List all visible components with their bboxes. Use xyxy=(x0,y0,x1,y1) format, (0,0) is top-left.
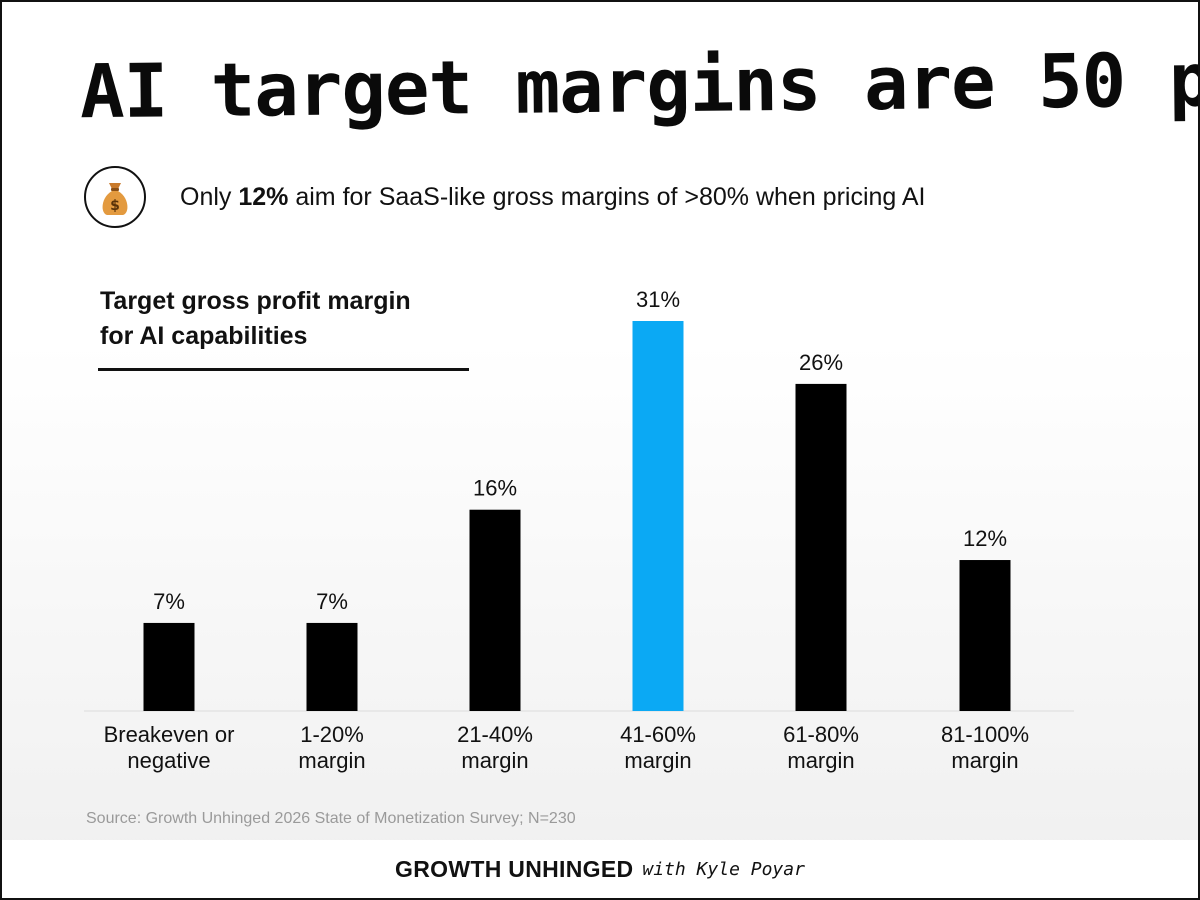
bar-chart: 7%Breakeven ornegative7%1-20%margin16%21… xyxy=(84,287,1074,773)
category-label-3-line-0: 41-60% xyxy=(620,722,696,747)
chart-title-line-2: for AI capabilities xyxy=(100,322,308,350)
bar-2 xyxy=(469,509,521,711)
category-label-2-line-1: margin xyxy=(461,748,528,773)
category-label-1-line-0: 1-20% xyxy=(300,722,364,747)
chart-title-underline xyxy=(98,368,469,371)
money-bag-icon: $ xyxy=(84,166,146,228)
category-label-5-line-0: 81-100% xyxy=(941,722,1029,747)
value-label-4: 26% xyxy=(799,350,843,375)
subtitle-prefix: Only xyxy=(180,182,239,211)
value-label-1: 7% xyxy=(316,589,348,614)
bar-4 xyxy=(795,383,847,711)
subtitle-suffix: aim for SaaS-like gross margins of >80% … xyxy=(288,182,926,211)
chart-title: Target gross profit margin for AI capabi… xyxy=(100,284,411,354)
category-label-1-line-1: margin xyxy=(298,748,365,773)
subtitle-row: $ Only 12% aim for SaaS-like gross margi… xyxy=(84,166,926,228)
svg-text:$: $ xyxy=(110,198,120,214)
category-label-0-line-0: Breakeven or xyxy=(104,722,235,747)
footer-brand: GROWTH UNHINGED xyxy=(395,855,634,882)
money-bag-icon-graphic: $ xyxy=(102,183,128,215)
category-label-4-line-0: 61-80% xyxy=(783,722,859,747)
value-label-2: 16% xyxy=(473,476,517,501)
bar-3 xyxy=(632,321,684,711)
chart-title-line-1: Target gross profit margin xyxy=(100,287,411,315)
category-label-0-line-1: negative xyxy=(127,748,210,773)
value-label-0: 7% xyxy=(153,589,185,614)
category-label-4-line-1: margin xyxy=(787,748,854,773)
category-label-3-line-1: margin xyxy=(624,748,691,773)
source-note: Source: Growth Unhinged 2026 State of Mo… xyxy=(86,810,576,827)
subtitle-text: Only 12% aim for SaaS-like gross margins… xyxy=(180,183,926,212)
subtitle-highlight: 12% xyxy=(238,182,289,211)
bar-5 xyxy=(959,560,1011,711)
footer-byline: with Kyle Poyar xyxy=(642,858,805,880)
footer: GROWTH UNHINGED with Kyle Poyar xyxy=(2,840,1198,898)
bar-0 xyxy=(143,622,195,711)
value-label-3: 31% xyxy=(636,287,680,312)
value-label-5: 12% xyxy=(963,526,1007,551)
category-label-2-line-0: 21-40% xyxy=(457,722,533,747)
bar-1 xyxy=(306,622,358,711)
category-label-5-line-1: margin xyxy=(951,748,1018,773)
